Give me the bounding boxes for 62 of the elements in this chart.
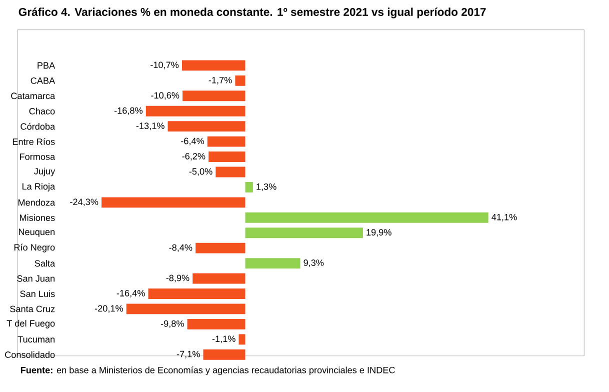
- y-tick-label: Santa Cruz: [10, 306, 55, 312]
- bar: [168, 121, 246, 132]
- bar: [187, 319, 246, 330]
- y-tick-label: Córdoba: [20, 123, 56, 130]
- data-label: -8,4%: [169, 244, 192, 252]
- data-label: 1,3%: [256, 184, 276, 192]
- bar: [102, 197, 246, 208]
- y-tick-label: Tucuman: [18, 336, 55, 343]
- data-label: -6,2%: [182, 153, 206, 161]
- bar: [196, 243, 246, 254]
- y-tick-label: San Juan: [17, 275, 54, 282]
- y-tick-label: Salta: [34, 260, 56, 267]
- bar: [126, 304, 246, 314]
- y-tick-label: Chaco: [29, 108, 55, 115]
- y-tick-label: San Luis: [20, 290, 55, 298]
- data-label: -8,9%: [166, 274, 190, 282]
- y-tick-label: Jujuy: [34, 168, 56, 176]
- bar: [208, 152, 246, 162]
- bar: [216, 166, 246, 178]
- data-label: -16,8%: [114, 108, 143, 116]
- y-tick-label: Catamarca: [11, 92, 56, 100]
- data-label: -9,8%: [160, 320, 184, 328]
- bar: [182, 90, 246, 102]
- y-tick-label: Entre Ríos: [12, 138, 55, 146]
- bar: [245, 212, 488, 224]
- data-label: -10,7%: [150, 62, 179, 70]
- y-tick-label: PBA: [38, 62, 56, 69]
- data-label: -16,4%: [116, 290, 145, 298]
- data-label: 19,9%: [366, 229, 392, 237]
- data-label: -1,7%: [208, 77, 232, 85]
- y-tick-label: Neuquen: [18, 228, 55, 238]
- data-label: -6,4%: [181, 138, 204, 146]
- bar: [238, 334, 246, 345]
- bar: [245, 258, 300, 269]
- bar: [203, 350, 246, 360]
- data-label: -1,1%: [212, 336, 236, 344]
- bar: [192, 273, 246, 284]
- data-label: 41,1%: [492, 214, 517, 222]
- data-label: -13,1%: [136, 122, 164, 130]
- data-label: -5,0%: [189, 168, 212, 176]
- y-tick-label: La Rioja: [22, 183, 56, 192]
- y-tick-label: Formosa: [20, 154, 56, 160]
- data-label: -20,1%: [94, 305, 124, 313]
- bar: [245, 228, 363, 238]
- data-label: 9,3%: [304, 260, 324, 268]
- y-tick-label: Mendoza: [18, 199, 56, 206]
- bar: [235, 76, 246, 86]
- y-tick-label: Consolidado: [5, 351, 55, 358]
- y-tick-label: CABA: [30, 78, 56, 84]
- data-label: -24,3%: [70, 198, 98, 206]
- bar: [207, 136, 246, 147]
- data-label: -7,1%: [176, 351, 200, 358]
- y-tick-label: T del Fuego: [6, 320, 55, 329]
- y-tick-label: Río Negro: [14, 244, 55, 253]
- bar: [182, 60, 246, 71]
- chart-title: Gráfico 4. Variaciones % en moneda constante. 1º semestre 2021 vs igual período 2017: [18, 8, 486, 18]
- y-tick-label: Misiones: [20, 214, 55, 222]
- bar: [148, 288, 246, 300]
- bar: [146, 106, 246, 116]
- data-label: -10,6%: [151, 92, 180, 100]
- bar: [245, 182, 253, 193]
- text: Fuente: en base a Ministerios de Economías y agencias recaudatorias provinciales e INDEC: [20, 366, 395, 376]
